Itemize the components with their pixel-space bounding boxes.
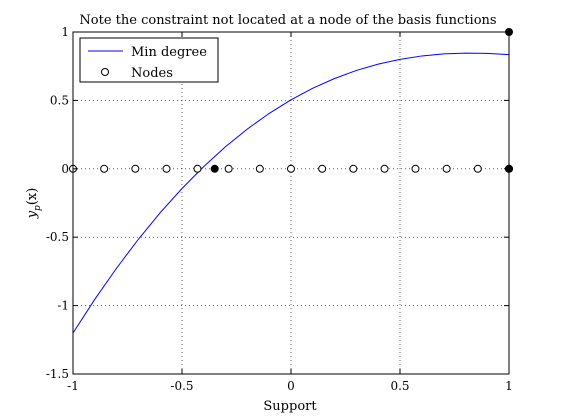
node-marker [131, 164, 140, 173]
legend-node-marker [101, 68, 109, 76]
x-tick-label: -1 [67, 379, 79, 393]
node-marker [224, 164, 233, 173]
node-marker [162, 164, 171, 173]
y-tick-label: 0.5 [50, 93, 69, 107]
node-marker [473, 164, 482, 173]
y-axis-title: yp(x) [25, 188, 43, 220]
node-marker [411, 164, 420, 173]
y-axis-title-main: y [25, 210, 40, 219]
legend-entry-nodes: Nodes [131, 66, 173, 81]
y-tick-label: -0.5 [46, 230, 69, 244]
node-marker [100, 164, 109, 173]
node-marker [349, 164, 358, 173]
y-tick-label: 0 [61, 162, 69, 176]
y-tick-label: -1 [57, 299, 69, 313]
y-tick-label: 1 [61, 25, 69, 39]
node-marker [318, 164, 327, 173]
min-degree-line [72, 52, 510, 334]
axis-ticks: -1 -0.5 0 0.5 1-1.5-1-0.500.51 [46, 25, 513, 393]
x-tick-label: 0.5 [390, 379, 409, 393]
constraint-marker [210, 164, 219, 173]
x-tick-label: 0 [287, 379, 295, 393]
node-marker [380, 164, 389, 173]
y-axis-title-sub: p [33, 205, 43, 211]
x-tick-label: -0.5 [170, 379, 193, 393]
y-axis-title-suffix: (x) [25, 188, 40, 205]
node-marker [255, 164, 264, 173]
legend: Min degree Nodes [79, 37, 219, 83]
y-tick-label: -1.5 [46, 367, 69, 381]
node-marker [287, 164, 295, 173]
node-marker [442, 164, 451, 173]
node-marker [193, 164, 202, 173]
x-tick-label: 1 [505, 379, 513, 393]
legend-entry-min-degree: Min degree [131, 45, 207, 60]
plot-area [73, 32, 509, 374]
x-axis-title: Support [263, 399, 317, 414]
chart-title: Note the constraint not located at a nod… [79, 13, 496, 28]
grid-lines [73, 32, 509, 374]
